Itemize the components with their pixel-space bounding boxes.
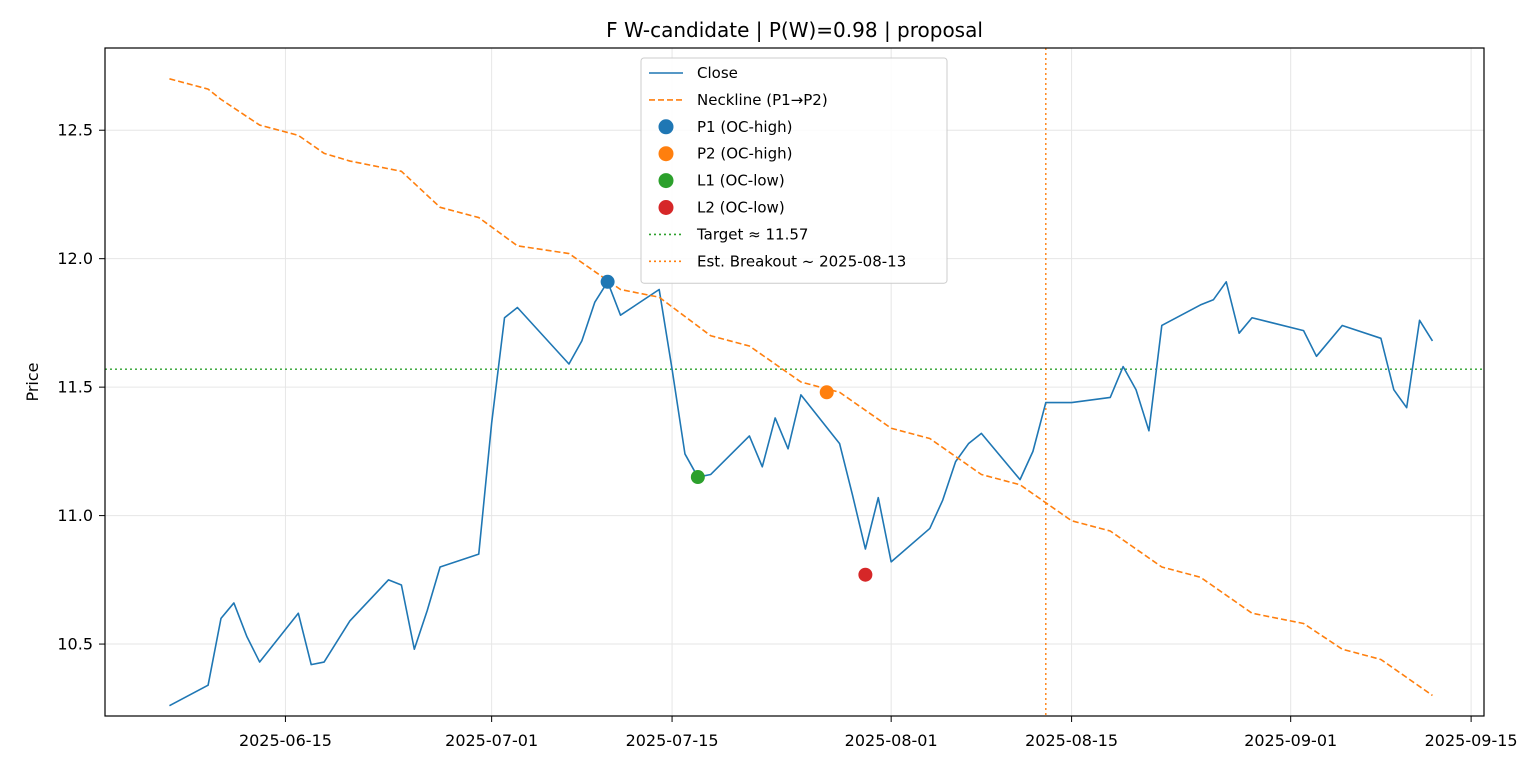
y-tick-label: 10.5 [57, 635, 93, 654]
reference-lines-layer [105, 48, 1484, 716]
y-tick-label: 11.5 [57, 378, 93, 397]
marker-l1-oc-low [690, 470, 705, 485]
x-tick-label: 2025-07-15 [626, 731, 719, 750]
plot-frame [104, 47, 1485, 717]
series-layer [169, 78, 1434, 707]
x-tick-label: 2025-07-01 [445, 731, 538, 750]
legend-label: P1 (OC-high) [697, 118, 792, 136]
legend-label: Target ≈ 11.57 [696, 225, 808, 243]
legend-label: L2 (OC-low) [697, 199, 785, 217]
legend-swatch-marker [658, 173, 674, 189]
legend-label: Close [697, 64, 738, 82]
y-axis-label: Price [23, 362, 42, 401]
x-tick-label: 2025-08-01 [845, 731, 938, 750]
marker-l2-oc-low [858, 567, 873, 582]
legend-label: L1 (OC-low) [697, 172, 785, 190]
x-tick-label: 2025-09-01 [1244, 731, 1337, 750]
legend-label: P2 (OC-high) [697, 145, 792, 163]
x-tick-label: 2025-06-15 [239, 731, 332, 750]
y-tick-label: 12.5 [57, 121, 93, 140]
legend-box [640, 57, 948, 284]
legend-swatch-marker [658, 119, 674, 135]
legend-label: Est. Breakout ~ 2025-08-13 [697, 252, 906, 270]
x-tick-label: 2025-08-15 [1025, 731, 1118, 750]
chart-title: F W-candidate | P(W)=0.98 | proposal [606, 18, 983, 42]
legend-label: Neckline (P1→P2) [697, 91, 828, 109]
marker-p2-oc-high [819, 385, 834, 400]
legend: Close Neckline (P1→P2) P1 (OC-high) P2 (OC-… [640, 57, 948, 284]
marker-p1-oc-high [600, 274, 615, 289]
y-axis: 10.5 11.0 11.5 12.0 12.5 [57, 121, 105, 654]
series-close-line [169, 280, 1434, 707]
legend-swatch-marker [658, 146, 674, 162]
markers-layer [600, 274, 873, 582]
y-tick-label: 12.0 [57, 249, 93, 268]
series-neckline-p1-p2-line [169, 78, 1433, 697]
legend-swatch-marker [658, 200, 674, 215]
y-tick-label: 11.0 [57, 506, 93, 525]
x-tick-label: 2025-09-15 [1425, 731, 1518, 750]
x-axis: 2025-06-15 2025-07-01 2025-07-15 2025-08-01… [239, 716, 1518, 750]
